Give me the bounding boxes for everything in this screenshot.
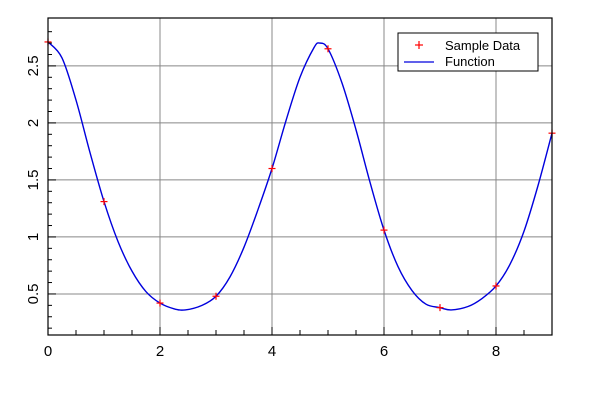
sample-data-point (156, 299, 164, 307)
legend-label-sample: Sample Data (445, 38, 521, 53)
sample-data-point (436, 304, 444, 312)
x-tick-label: 4 (268, 343, 276, 360)
axis-ticks: 0 2 4 6 8 0.5 1 1.5 2 2.5 (25, 31, 553, 360)
sample-data-point (492, 282, 500, 290)
sample-data-point (380, 226, 388, 234)
x-tick-label: 6 (380, 343, 388, 360)
function-line (47, 41, 553, 311)
x-tick-label: 2 (156, 343, 164, 360)
x-tick-label: 0 (44, 343, 52, 360)
function-line-layer (47, 41, 553, 311)
sample-data-point (100, 198, 108, 206)
legend-marker-sample (415, 41, 423, 49)
y-tick-label: 2 (25, 119, 42, 127)
sample-markers-layer (44, 38, 556, 312)
legend-box (397, 32, 539, 72)
y-tick-label: 0.5 (25, 284, 42, 305)
sample-data-point (268, 165, 276, 173)
legend-label-function: Function (445, 54, 495, 69)
y-tick-label: 2.5 (25, 55, 42, 76)
y-tick-label: 1.5 (25, 169, 42, 190)
x-tick-label: 8 (492, 343, 500, 360)
legend: Sample Data Function (397, 32, 539, 72)
y-tick-label: 1 (25, 233, 42, 241)
sample-data-point (324, 45, 332, 53)
sample-data-point (212, 292, 220, 300)
